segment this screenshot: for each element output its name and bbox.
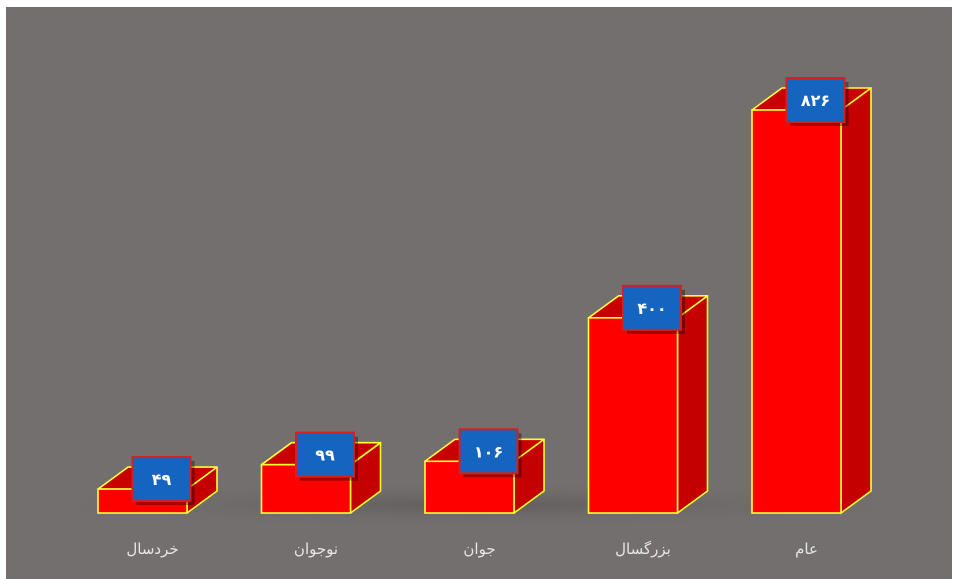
data-label-text: ۹۹ (315, 446, 335, 465)
bar-chart: ۴۹ خردسال ۹۹ نوجوان ۱۰۶ جوان ۴۰۰ بزرگسال ۸۲۶ عام (6, 77, 946, 558)
bar-front-face (751, 109, 842, 514)
category-label: بزرگسال (615, 540, 671, 558)
data-label-text: ۴۰۰ (637, 299, 666, 318)
bar-side-face (840, 87, 872, 514)
bar-front-face (587, 317, 679, 514)
chart-area: ۴۹ خردسال ۹۹ نوجوان ۱۰۶ جوان ۴۰۰ بزرگسال ۸۲۶ عام (6, 7, 952, 579)
data-label-1: ۴۹ (131, 456, 195, 506)
data-label-5: ۸۲۶ (785, 77, 849, 126)
data-label-box (622, 284, 682, 331)
data-label-text: ۱۰۶ (474, 442, 503, 461)
data-label-box (785, 77, 846, 123)
category-label: جوان (463, 540, 495, 558)
category-label: خردسال (126, 540, 178, 558)
bar-5 (751, 87, 872, 514)
category-label: عام (795, 540, 818, 558)
data-label-4: ۴۰۰ (622, 284, 685, 334)
data-label-text: ۴۹ (152, 470, 172, 489)
data-label-3: ۱۰۶ (458, 428, 522, 478)
data-label-2: ۹۹ (295, 431, 358, 481)
data-label-box (295, 431, 355, 478)
data-label-box (131, 456, 192, 503)
data-label-box (458, 428, 519, 475)
data-label-text: ۸۲۶ (801, 91, 830, 110)
category-label: نوجوان (294, 540, 338, 558)
